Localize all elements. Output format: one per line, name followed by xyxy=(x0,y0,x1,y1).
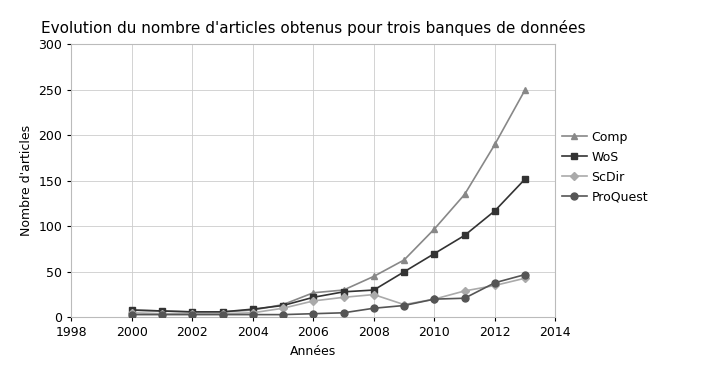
Legend: Comp, WoS, ScDir, ProQuest: Comp, WoS, ScDir, ProQuest xyxy=(562,131,648,203)
WoS xyxy=(248,307,257,311)
ProQuest xyxy=(339,311,347,315)
ScDir xyxy=(188,311,197,316)
ScDir xyxy=(127,311,136,315)
WoS xyxy=(370,288,378,292)
WoS xyxy=(127,308,136,312)
ScDir xyxy=(339,295,347,300)
Y-axis label: Nombre d'articles: Nombre d'articles xyxy=(20,125,33,237)
Comp xyxy=(278,302,287,307)
Comp xyxy=(188,310,197,314)
ProQuest xyxy=(127,313,136,317)
Comp xyxy=(520,87,529,92)
WoS xyxy=(278,303,287,308)
ScDir xyxy=(491,283,499,288)
ProQuest xyxy=(157,313,166,317)
WoS xyxy=(218,310,226,314)
WoS xyxy=(460,233,468,238)
ScDir xyxy=(460,289,468,293)
Comp xyxy=(339,288,347,292)
Comp xyxy=(309,290,318,295)
WoS xyxy=(188,310,197,314)
Line: ProQuest: ProQuest xyxy=(128,271,528,318)
ScDir xyxy=(399,302,408,307)
Line: ScDir: ScDir xyxy=(129,275,528,317)
WoS xyxy=(520,177,529,181)
Comp xyxy=(157,309,166,313)
WoS xyxy=(339,290,347,294)
ProQuest xyxy=(430,297,439,301)
Comp xyxy=(491,142,499,146)
ScDir xyxy=(218,311,226,316)
ScDir xyxy=(309,299,318,303)
WoS xyxy=(491,208,499,213)
ScDir xyxy=(278,306,287,310)
ProQuest xyxy=(491,280,499,285)
WoS xyxy=(157,309,166,313)
Comp xyxy=(460,192,468,197)
ProQuest xyxy=(218,313,226,317)
Line: WoS: WoS xyxy=(128,176,528,315)
Title: Evolution du nombre d'articles obtenus pour trois banques de données: Evolution du nombre d'articles obtenus p… xyxy=(41,20,585,36)
ProQuest xyxy=(278,313,287,317)
ProQuest xyxy=(309,311,318,316)
Line: Comp: Comp xyxy=(128,86,528,315)
X-axis label: Années: Années xyxy=(290,345,336,358)
Comp xyxy=(370,274,378,279)
ScDir xyxy=(430,297,439,301)
ScDir xyxy=(248,311,257,315)
Comp xyxy=(218,310,226,314)
ProQuest xyxy=(520,272,529,277)
ProQuest xyxy=(248,313,257,317)
Comp xyxy=(127,308,136,312)
WoS xyxy=(399,270,408,274)
ProQuest xyxy=(399,303,408,308)
Comp xyxy=(430,227,439,231)
ProQuest xyxy=(370,306,378,310)
WoS xyxy=(309,295,318,300)
ScDir xyxy=(370,292,378,297)
ProQuest xyxy=(188,313,197,317)
ScDir xyxy=(157,311,166,316)
WoS xyxy=(430,251,439,256)
Comp xyxy=(248,308,257,312)
ScDir xyxy=(520,276,529,280)
ProQuest xyxy=(460,296,468,300)
Comp xyxy=(399,258,408,262)
